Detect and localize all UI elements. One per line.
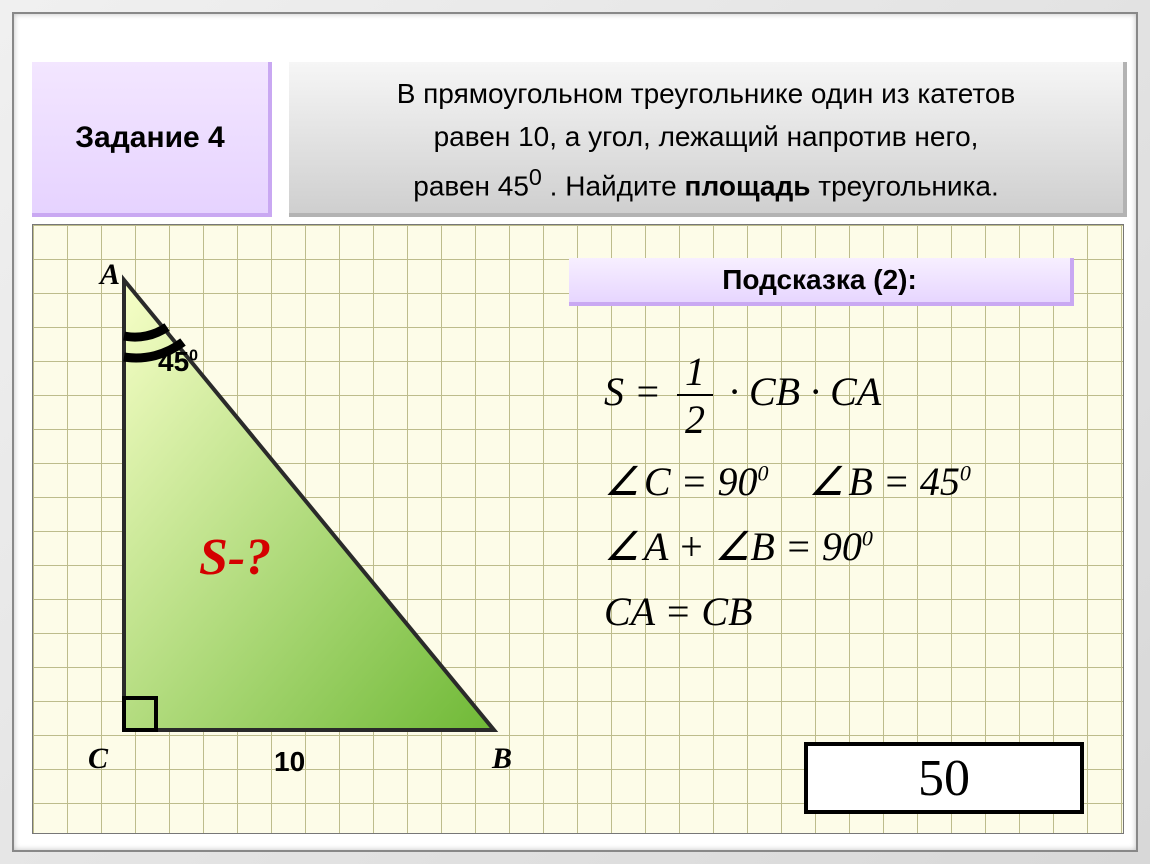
formula-area-row1: S = 1 2 · CB · CA: [604, 352, 1104, 440]
triangle-svg: [74, 260, 574, 760]
vertex-c-label: C: [88, 742, 108, 776]
vertex-b-label: B: [492, 742, 512, 776]
formula-area: S = 1 2 · CB · CA C = 900 B = 450 A + ∠B…: [604, 334, 1104, 653]
base-10-label: 10: [274, 746, 305, 778]
problem-line2: равен 10, а угол, лежащий напротив него,: [434, 121, 979, 152]
outer-frame: Задание 4 В прямоугольном треугольнике о…: [0, 0, 1150, 864]
problem-line3c: треугольника.: [811, 170, 999, 201]
formula-row4: CA = CB: [604, 588, 1104, 635]
slide-frame: Задание 4 В прямоугольном треугольнике о…: [12, 12, 1138, 852]
problem-text: В прямоугольном треугольнике один из кат…: [289, 62, 1127, 217]
answer-value: 50: [918, 749, 970, 808]
angle-c: C = 900: [604, 458, 769, 505]
problem-line1: В прямоугольном треугольнике один из кат…: [397, 78, 1016, 109]
problem-bold: площадь: [685, 170, 811, 201]
problem-line3-sup: 0: [529, 164, 542, 190]
task-badge-label: Задание 4: [75, 121, 224, 155]
fraction-half: 1 2: [677, 352, 713, 440]
formula-s: S = 1 2 · CB · CA: [604, 352, 881, 440]
equal-legs: CA = CB: [604, 588, 753, 635]
task-badge: Задание 4: [32, 62, 272, 217]
area-question-label: S-?: [199, 528, 271, 587]
formula-row2: C = 900 B = 450: [604, 458, 1104, 505]
problem-line3b: . Найдите: [542, 170, 685, 201]
vertex-a-label: A: [100, 258, 120, 292]
formula-row3: A + ∠B = 900: [604, 523, 1104, 570]
hint-label: Подсказка (2):: [722, 264, 917, 296]
angle-sum: A + ∠B = 900: [604, 523, 873, 570]
answer-box: 50: [804, 742, 1084, 814]
hint-box: Подсказка (2):: [569, 258, 1074, 306]
triangle-diagram: A C B 450 10 S-?: [74, 260, 574, 760]
angle-45-label: 450: [158, 346, 198, 378]
angle-b: B = 450: [809, 458, 971, 505]
problem-line3a: равен 45: [413, 170, 529, 201]
